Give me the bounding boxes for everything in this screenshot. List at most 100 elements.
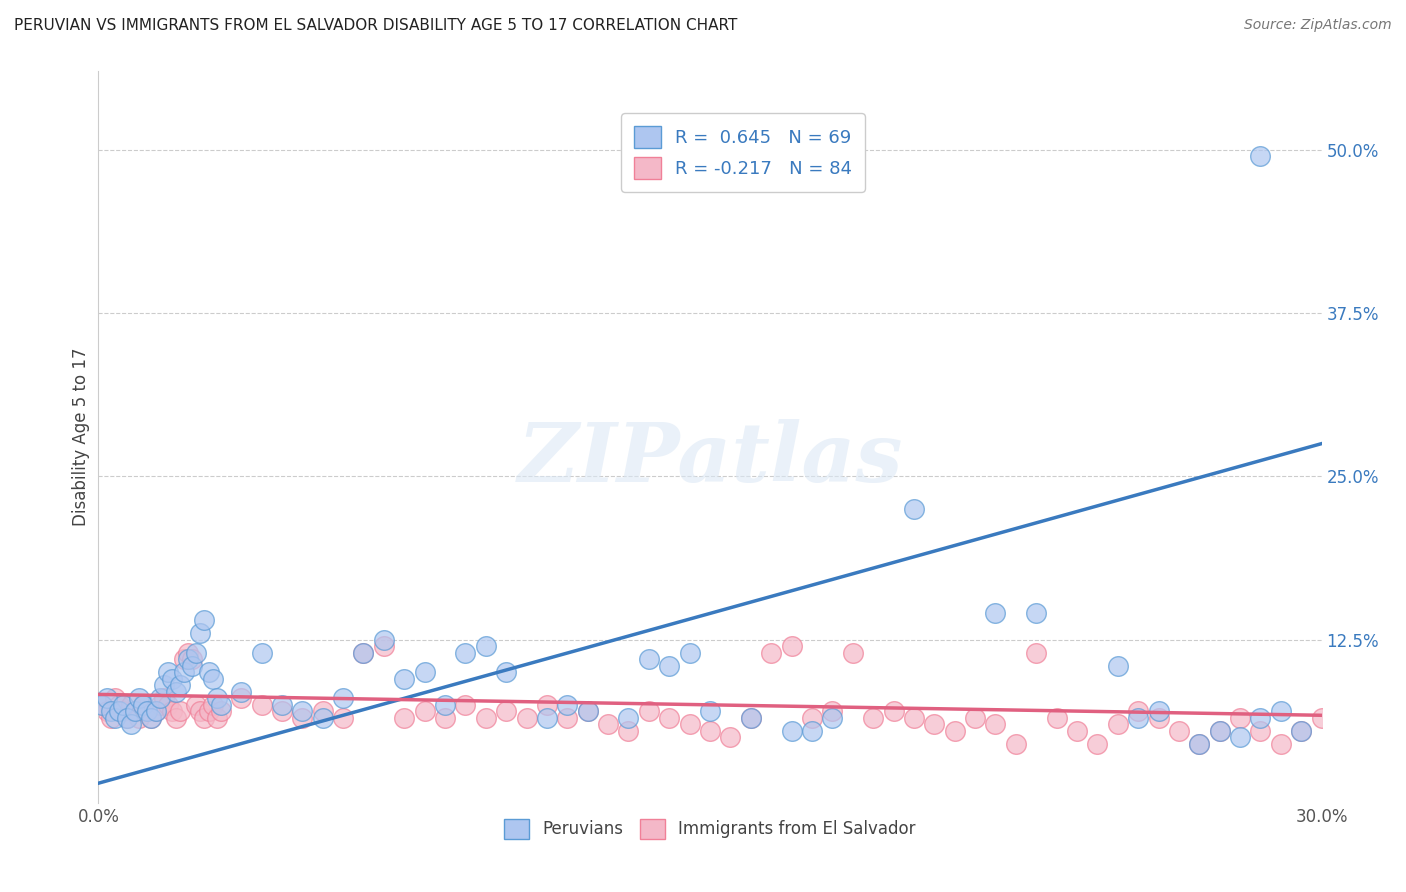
Point xyxy=(474,711,498,725)
Point xyxy=(801,723,824,738)
Point xyxy=(169,678,191,692)
Point xyxy=(780,639,803,653)
Point xyxy=(1209,723,1232,738)
Point xyxy=(1270,737,1292,751)
Point xyxy=(536,711,558,725)
Point xyxy=(312,705,335,719)
Point xyxy=(1249,149,1271,163)
Point xyxy=(291,711,314,725)
Point xyxy=(903,711,925,725)
Y-axis label: Disability Age 5 to 17: Disability Age 5 to 17 xyxy=(72,348,90,526)
Point xyxy=(108,698,131,712)
Point xyxy=(373,632,395,647)
Point xyxy=(111,705,134,719)
Point xyxy=(576,705,599,719)
Point xyxy=(352,646,374,660)
Point xyxy=(291,705,314,719)
Point xyxy=(152,678,174,692)
Point xyxy=(141,711,163,725)
Point xyxy=(250,698,273,712)
Text: Source: ZipAtlas.com: Source: ZipAtlas.com xyxy=(1244,18,1392,32)
Point xyxy=(1085,737,1108,751)
Point xyxy=(96,691,118,706)
Point xyxy=(740,711,762,725)
Point xyxy=(152,691,174,706)
Point xyxy=(965,711,987,725)
Point xyxy=(332,711,354,725)
Point xyxy=(1147,711,1170,725)
Point xyxy=(1209,723,1232,738)
Point xyxy=(1291,723,1313,738)
Point xyxy=(617,723,640,738)
Point xyxy=(205,691,228,706)
Point xyxy=(115,711,138,725)
Point xyxy=(100,705,122,719)
Point xyxy=(115,711,138,725)
Point xyxy=(186,698,208,712)
Point xyxy=(124,705,146,719)
Point xyxy=(658,658,681,673)
Point xyxy=(1107,717,1129,731)
Point xyxy=(740,711,762,725)
Point xyxy=(173,665,195,680)
Point xyxy=(1270,705,1292,719)
Point xyxy=(638,705,661,719)
Point xyxy=(679,717,702,731)
Point xyxy=(209,698,232,712)
Point xyxy=(141,711,163,725)
Point xyxy=(169,705,191,719)
Point xyxy=(149,691,172,706)
Point xyxy=(250,646,273,660)
Point xyxy=(1167,723,1189,738)
Point xyxy=(165,685,187,699)
Point xyxy=(922,717,945,731)
Point xyxy=(1249,711,1271,725)
Point xyxy=(984,607,1007,621)
Point xyxy=(576,705,599,719)
Point xyxy=(1291,723,1313,738)
Point xyxy=(111,698,134,712)
Point xyxy=(821,711,844,725)
Point xyxy=(156,698,179,712)
Point xyxy=(434,698,457,712)
Point xyxy=(495,705,517,719)
Point xyxy=(392,672,416,686)
Point xyxy=(209,705,232,719)
Point xyxy=(160,672,183,686)
Point xyxy=(536,698,558,712)
Point xyxy=(270,705,294,719)
Point xyxy=(1025,607,1047,621)
Point xyxy=(516,711,538,725)
Point xyxy=(598,717,620,731)
Point xyxy=(413,665,436,680)
Point xyxy=(188,705,212,719)
Point xyxy=(231,685,253,699)
Point xyxy=(201,672,224,686)
Point xyxy=(1025,646,1047,660)
Point xyxy=(392,711,416,725)
Point xyxy=(679,646,702,660)
Point xyxy=(658,711,681,725)
Point xyxy=(91,698,114,712)
Point xyxy=(188,626,212,640)
Point xyxy=(1107,658,1129,673)
Point xyxy=(352,646,374,660)
Point xyxy=(91,698,114,712)
Point xyxy=(108,705,131,719)
Point xyxy=(984,717,1007,731)
Point xyxy=(557,711,579,725)
Point xyxy=(862,711,884,725)
Point xyxy=(100,711,122,725)
Point xyxy=(1249,723,1271,738)
Point xyxy=(136,705,159,719)
Point xyxy=(1310,711,1333,725)
Point xyxy=(617,711,640,725)
Point xyxy=(181,652,204,666)
Point xyxy=(1229,731,1251,745)
Point xyxy=(454,646,477,660)
Point xyxy=(883,705,905,719)
Point xyxy=(903,502,925,516)
Point xyxy=(132,698,155,712)
Point xyxy=(104,711,127,725)
Point xyxy=(821,705,844,719)
